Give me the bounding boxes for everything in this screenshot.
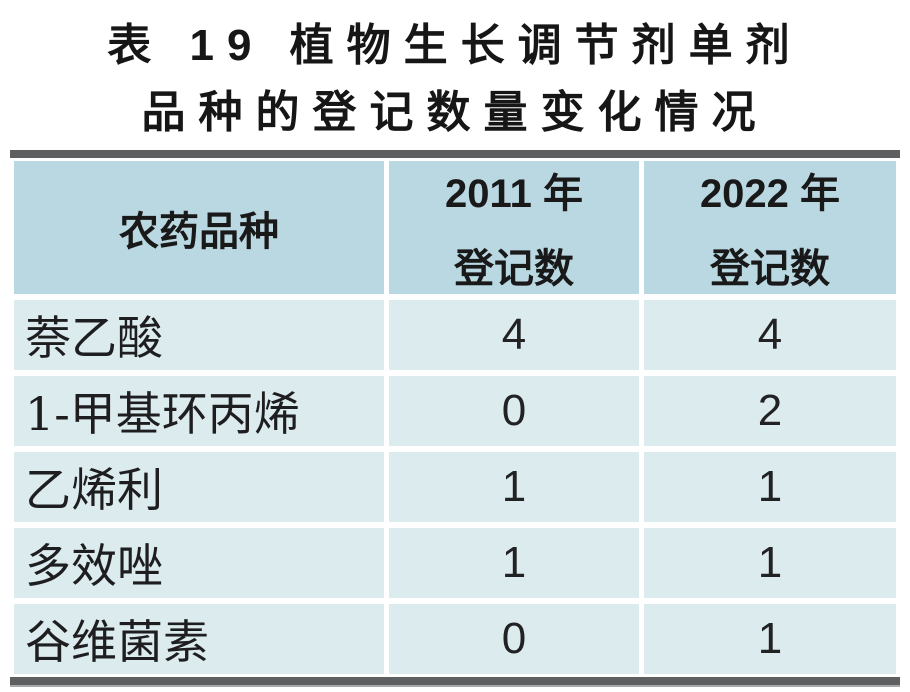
header-label: 农药品种 xyxy=(119,209,279,254)
header-cell-2022-registrations: 2022 年 登记数 xyxy=(644,161,896,294)
table-caption-line-2: 品种的登记数量变化情况 xyxy=(141,88,769,137)
table-caption: 表 19 植物生长调节剂单剂 品种的登记数量变化情况 xyxy=(0,0,910,150)
header-cell-pesticide-type: 农药品种 xyxy=(14,161,384,294)
registration-table: 农药品种 2011 年 登记数 2022 年 登记数 萘乙酸 4 4 1-甲基环… xyxy=(10,150,900,685)
table-top-rule xyxy=(10,150,900,158)
table-cell-2022-count: 2 xyxy=(644,376,896,446)
table-row-name: 乙烯利 xyxy=(14,452,384,522)
table-caption-line-1: 表 19 植物生长调节剂单剂 xyxy=(107,21,803,70)
header-registrations-label: 登记数 xyxy=(710,247,830,291)
table-cell-2011-count: 1 xyxy=(389,452,639,522)
table-cell-2011-count: 0 xyxy=(389,604,639,674)
header-year-2011: 2011 年 xyxy=(445,172,583,216)
table-cell-2022-count: 1 xyxy=(644,528,896,598)
header-registrations-label: 登记数 xyxy=(454,247,574,291)
table-row-name: 1-甲基环丙烯 xyxy=(14,376,384,446)
table-cell-2022-count: 4 xyxy=(644,300,896,370)
table-grid: 农药品种 2011 年 登记数 2022 年 登记数 萘乙酸 4 4 1-甲基环… xyxy=(10,158,900,677)
table-row-name: 多效唑 xyxy=(14,528,384,598)
table-cell-2022-count: 1 xyxy=(644,604,896,674)
table-bottom-rule xyxy=(10,677,900,685)
table-cell-2011-count: 1 xyxy=(389,528,639,598)
header-cell-2011-registrations: 2011 年 登记数 xyxy=(389,161,639,294)
table-cell-2011-count: 0 xyxy=(389,376,639,446)
header-year-2022: 2022 年 xyxy=(699,172,841,216)
table-row-name: 谷维菌素 xyxy=(14,604,384,674)
table-row-name: 萘乙酸 xyxy=(14,300,384,370)
table-cell-2022-count: 1 xyxy=(644,452,896,522)
table-cell-2011-count: 4 xyxy=(389,300,639,370)
